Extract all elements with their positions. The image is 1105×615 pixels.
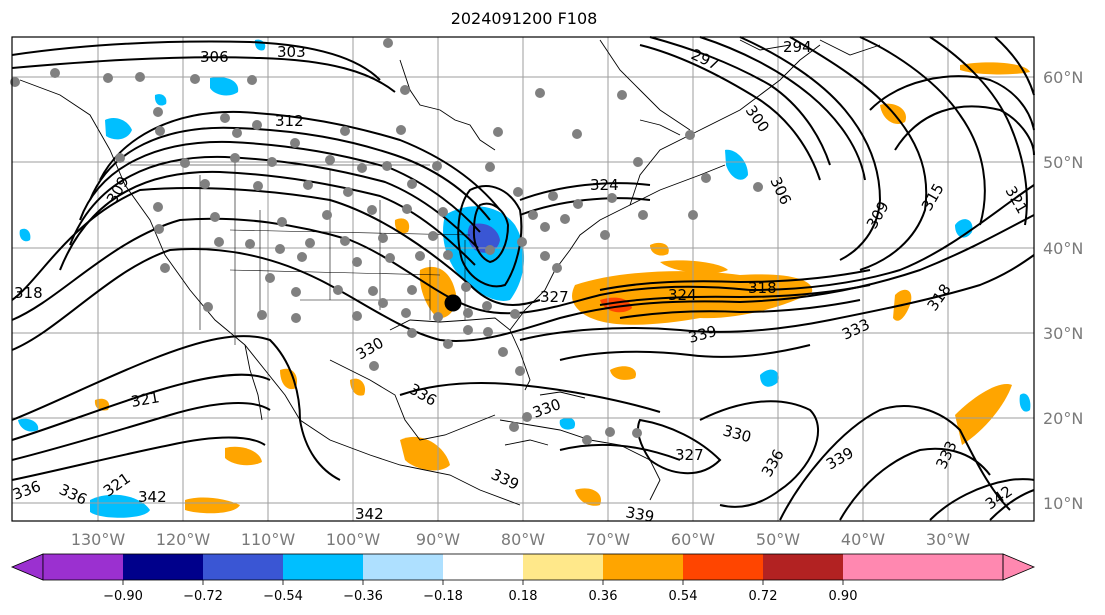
map-title: 2024091200 F108 <box>450 9 598 28</box>
lat-label: 20°N <box>1043 409 1083 428</box>
lon-label: 120°W <box>156 530 211 549</box>
lon-label: 30°W <box>926 530 970 549</box>
colorbar-ticks: −0.90 −0.72 −0.54 −0.36 −0.18 0.18 0.36 0.54 0.7… <box>103 580 857 604</box>
lon-label: 80°W <box>501 530 545 549</box>
colorbar-tick-label: −0.18 <box>423 589 463 604</box>
colorbar-tick-label: −0.54 <box>263 589 303 604</box>
contour-label: 324 <box>590 176 619 194</box>
lat-label: 10°N <box>1043 494 1083 513</box>
lon-label: 50°W <box>756 530 800 549</box>
map-frame <box>11 36 1035 522</box>
latitude-labels: 60°N 50°N 40°N 30°N 20°N 10°N <box>1043 68 1083 513</box>
colorbar-tick-label: −0.36 <box>343 589 383 604</box>
contour-label: 327 <box>675 446 704 464</box>
lat-label: 30°N <box>1043 324 1083 343</box>
lon-label: 90°W <box>416 530 460 549</box>
colorbar-tick-label: 0.36 <box>589 589 618 604</box>
lon-label: 70°W <box>586 530 630 549</box>
contour-label: 342 <box>138 488 167 506</box>
contour-label: 303 <box>277 43 306 61</box>
colorbar-bin <box>763 554 844 580</box>
lon-label: 110°W <box>241 530 296 549</box>
colorbar-bin <box>523 554 604 580</box>
lon-label: 60°W <box>671 530 715 549</box>
colorbar-extend-min <box>10 553 44 581</box>
contour-label: 318 <box>748 279 777 297</box>
colorbar-tick-label: 0.54 <box>669 589 698 604</box>
colorbar-tick-label: 0.72 <box>749 589 778 604</box>
lat-label: 60°N <box>1043 68 1083 87</box>
colorbar-bin <box>363 554 444 580</box>
negative-anomaly-areas <box>18 39 1031 518</box>
colorbar-bin <box>123 554 204 580</box>
colorbar-bin <box>203 554 284 580</box>
colorbar-tick-label: −0.72 <box>183 589 223 604</box>
longitude-labels: 130°W 120°W 110°W 100°W 90°W 80°W 70°W 6… <box>71 530 970 549</box>
contour-label: 342 <box>355 505 384 523</box>
station-markers <box>10 38 763 445</box>
selected-location-marker <box>444 294 462 312</box>
colorbar-segments <box>43 554 1004 580</box>
lon-label: 130°W <box>71 530 126 549</box>
lon-label: 100°W <box>326 530 381 549</box>
coastlines <box>19 39 881 506</box>
contour-label: 294 <box>783 38 812 56</box>
contour-label: 324 <box>668 286 697 304</box>
lon-label: 40°W <box>841 530 885 549</box>
colorbar-tick-label: 0.90 <box>829 589 858 604</box>
shaded-field <box>18 39 1031 518</box>
contour-label: 312 <box>275 112 304 130</box>
colorbar-bin <box>43 554 124 580</box>
colorbar-bin <box>923 554 1004 580</box>
colorbar-extend-max <box>1002 553 1036 581</box>
colorbar-bin <box>843 554 924 580</box>
lat-label: 50°N <box>1043 153 1083 172</box>
contour-label: 318 <box>14 284 43 302</box>
contour-label: 306 <box>200 48 229 66</box>
colorbar-bin <box>283 554 364 580</box>
lat-label: 40°N <box>1043 239 1083 258</box>
colorbar-bin <box>683 554 764 580</box>
contour-label: 339 <box>624 503 655 526</box>
colorbar-bin <box>603 554 684 580</box>
colorbar-tick-label: −0.90 <box>103 589 143 604</box>
colorbar: −0.90 −0.72 −0.54 −0.36 −0.18 0.18 0.36 0.54 0.7… <box>10 553 1036 604</box>
contour-label: 327 <box>540 288 569 306</box>
colorbar-tick-label: 0.18 <box>509 589 538 604</box>
colorbar-bin <box>443 554 524 580</box>
contour-label: 321 <box>130 388 161 411</box>
